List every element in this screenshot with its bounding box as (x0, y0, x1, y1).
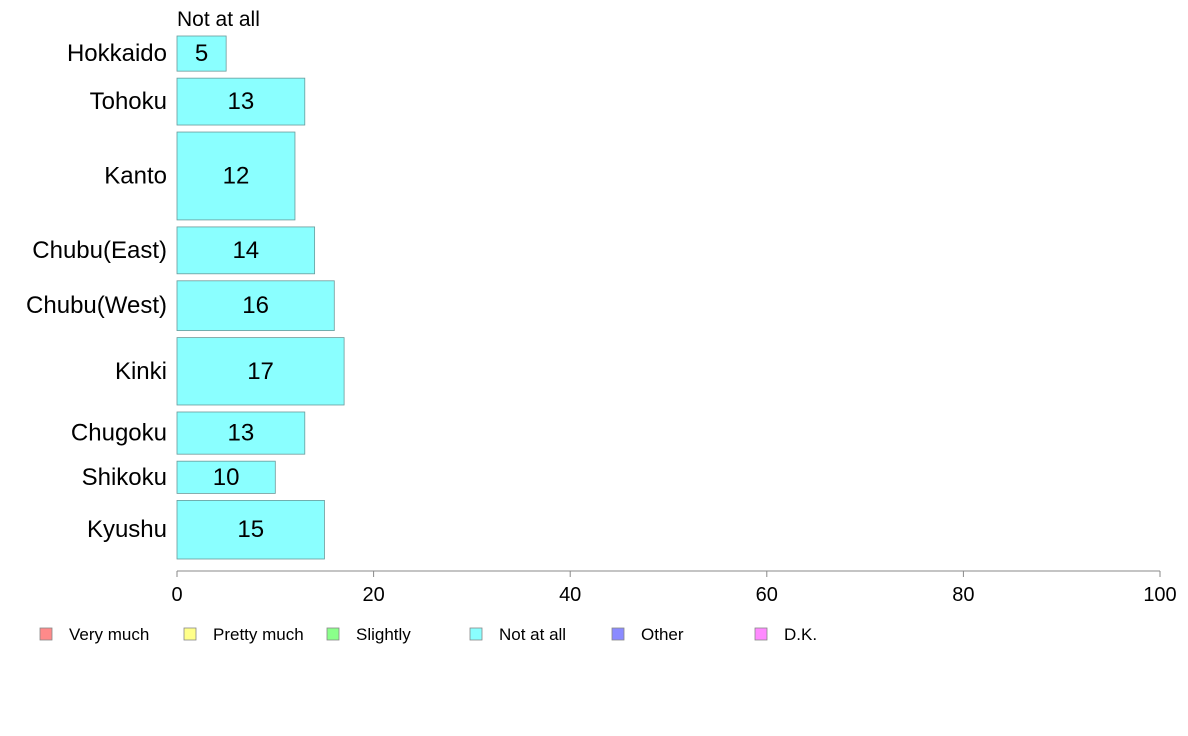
legend-label: Slightly (356, 625, 411, 644)
category-label: Kinki (115, 358, 167, 385)
category-label: Chubu(West) (26, 292, 167, 319)
bar-tohoku (176, 77, 306, 126)
legend-label: D.K. (784, 625, 817, 644)
category-labels: Hokkaido Tohoku Kanto Chubu(East) Chubu(West… (26, 40, 167, 543)
bar-kanto (176, 131, 296, 221)
series-header-label: Not at all (177, 8, 260, 31)
bar-value-label: 12 (223, 162, 250, 189)
x-tick-label: 80 (952, 584, 974, 606)
bar-kyushu (176, 500, 325, 560)
x-tick-label: 40 (559, 584, 581, 606)
legend-swatch (326, 627, 340, 641)
bar-chubu-west- (176, 280, 335, 332)
legend-swatch (469, 627, 483, 641)
legend-label: Other (641, 625, 684, 644)
legend-label: Very much (69, 625, 149, 644)
category-label: Chubu(East) (32, 237, 167, 264)
legend-swatch (39, 627, 53, 641)
bar-kinki (176, 337, 345, 406)
category-label: Tohoku (90, 88, 167, 115)
legend-swatch (754, 627, 768, 641)
bar-value-label: 13 (228, 88, 255, 115)
x-tick-label: 0 (171, 584, 182, 606)
bar-chugoku (176, 411, 306, 455)
x-axis: 0 20 40 60 80 100 (171, 570, 1177, 606)
bar-value-label: 13 (228, 420, 255, 447)
legend: Very much Pretty much Slightly Not at all Ot… (39, 625, 817, 644)
legend-swatch (183, 627, 197, 641)
legend-label: Not at all (499, 625, 566, 644)
category-label: Chugoku (71, 420, 167, 447)
x-tick-label: 20 (362, 584, 384, 606)
bar-shikoku (176, 460, 276, 494)
bar-hokkaido (176, 35, 227, 72)
category-label: Kyushu (87, 516, 167, 543)
bar-value-label: 15 (237, 516, 264, 543)
bars-group: 5 13 12 14 16 17 13 10 15 (176, 35, 345, 560)
bar-value-label: 5 (195, 40, 208, 67)
x-tick-label: 60 (756, 584, 778, 606)
bar-value-label: 17 (247, 358, 274, 385)
category-label: Shikoku (82, 464, 167, 491)
bar-chubu-east- (176, 226, 316, 275)
bar-value-label: 14 (232, 237, 259, 264)
bar-value-label: 16 (242, 292, 269, 319)
legend-label: Pretty much (213, 625, 304, 644)
category-label: Kanto (104, 162, 167, 189)
category-label: Hokkaido (67, 40, 167, 67)
bar-value-label: 10 (213, 464, 240, 491)
x-tick-label: 100 (1143, 584, 1176, 606)
legend-swatch (611, 627, 625, 641)
